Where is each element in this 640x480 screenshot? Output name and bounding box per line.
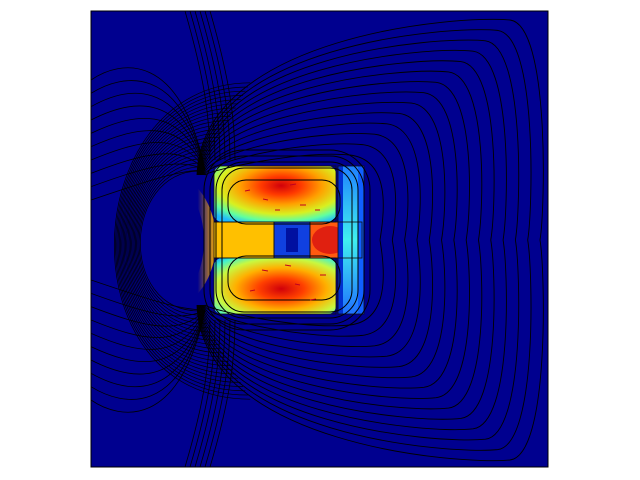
outer-loop-lower [203, 239, 397, 337]
outer-loop-upper [199, 60, 495, 241]
core-left [214, 222, 274, 258]
left-loop [132, 145, 214, 337]
block-contour [221, 167, 353, 313]
outer-loop-upper [202, 122, 421, 241]
edge-line-upper [91, 153, 206, 174]
outer-loop-upper [197, 39, 520, 241]
outer-loop-lower [201, 239, 446, 379]
vector-arrow [249, 289, 256, 292]
edge-line-lower [91, 309, 206, 388]
plot-frame [90, 10, 549, 468]
outer-loop-lower [198, 239, 507, 430]
top-line [199, 11, 226, 161]
right-bar-edge [338, 166, 343, 314]
right-bar-edge-2 [358, 166, 364, 314]
outer-loop-upper [203, 133, 409, 241]
outer-loop-lower [203, 239, 409, 347]
outer-loop-upper [199, 70, 483, 241]
left-loop [131, 141, 217, 341]
top-line [204, 11, 231, 161]
block-outline [309, 221, 363, 259]
vector-arrow [262, 198, 269, 201]
inner-contour-lower [227, 255, 341, 301]
vector-arrow [289, 183, 297, 186]
bottom-line [189, 319, 216, 467]
left-loop [128, 132, 222, 350]
vector-arrow [284, 264, 292, 267]
edge-line-upper [91, 92, 206, 171]
edge-line-upper [91, 80, 206, 171]
edge-line-lower [91, 309, 206, 375]
outer-loop-lower [202, 239, 421, 358]
edge-line-upper [91, 169, 206, 201]
edge-line-lower [91, 309, 206, 362]
bottom-line [184, 319, 211, 467]
top-line [189, 11, 216, 161]
outer-loop-upper [200, 91, 458, 241]
outer-loop-upper [196, 18, 544, 241]
left-loop [115, 86, 248, 396]
edge-line-upper [91, 105, 206, 171]
outer-loop-lower [200, 239, 470, 399]
edge-line-lower [91, 306, 206, 327]
block-contour [209, 155, 365, 325]
edge-line-lower [91, 309, 206, 400]
inner-contour-upper [227, 179, 341, 225]
vector-arrow [244, 189, 251, 192]
edge-line-upper [91, 130, 206, 171]
left-loop [127, 128, 224, 354]
bottom-line [209, 319, 236, 467]
outer-loop-upper [197, 29, 532, 241]
edge-line-lower [91, 279, 206, 311]
edge-line-upper [91, 163, 206, 188]
heat-block-upper [214, 166, 336, 222]
edge-line-lower [91, 309, 206, 413]
bottom-line [194, 319, 221, 467]
outer-loop-lower [200, 239, 458, 389]
block-contour [215, 161, 359, 319]
vector-arrows [244, 183, 326, 301]
top-line [209, 11, 236, 161]
heat-block-lower [214, 258, 336, 314]
outer-loop-lower [199, 239, 495, 420]
top-line [184, 11, 211, 161]
outer-loop-upper [203, 143, 397, 241]
heat-map-region [124, 165, 365, 315]
outer-loop-lower [197, 239, 520, 441]
vector-arrow [261, 269, 269, 272]
outer-loop-upper [200, 81, 470, 241]
outer-loop-upper [201, 101, 446, 241]
edge-line-lower [91, 292, 206, 317]
left-body [130, 181, 204, 301]
block-contour [203, 149, 371, 331]
bottom-line [204, 319, 231, 467]
outer-loop-lower [199, 239, 483, 410]
vector-arrow [309, 298, 317, 301]
top-line [194, 11, 221, 161]
outer-loop-lower [197, 239, 532, 451]
edge-line-upper [91, 142, 206, 171]
bottom-line [199, 319, 226, 467]
edge-line-lower [91, 309, 206, 338]
vector-arrow [294, 283, 301, 286]
outer-loop-lower [196, 239, 544, 462]
core-center-inner [286, 228, 298, 252]
edge-line-lower [91, 309, 206, 350]
edge-line-upper [91, 67, 206, 171]
edge-line-upper [91, 118, 206, 171]
left-loop [114, 82, 251, 400]
outer-loop-upper [198, 50, 507, 241]
